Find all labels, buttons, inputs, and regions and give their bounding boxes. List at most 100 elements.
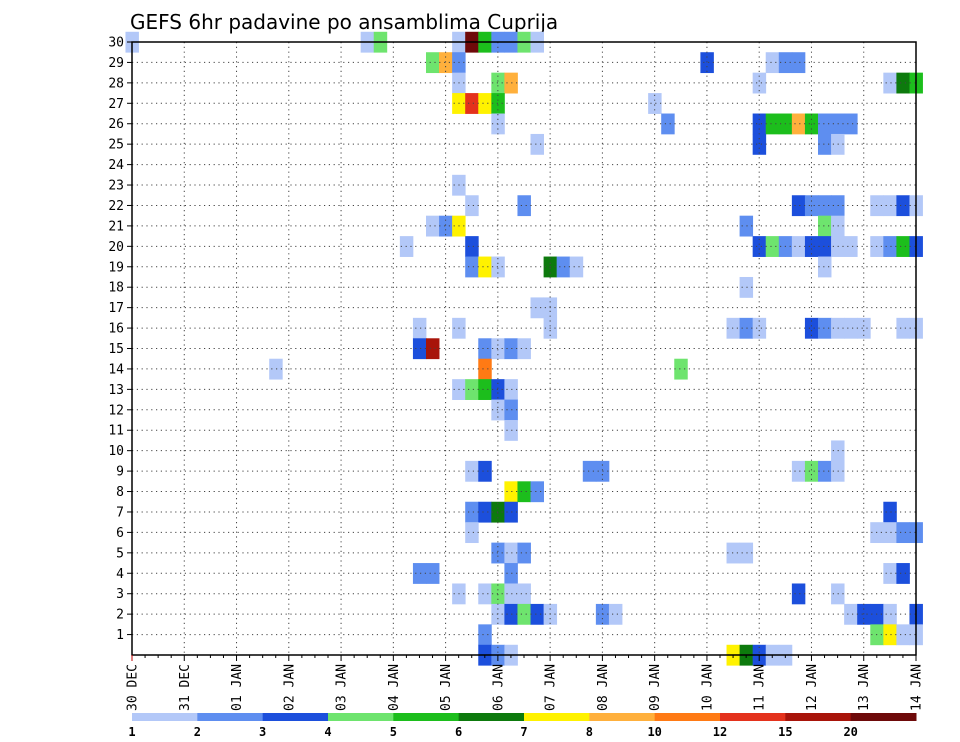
precip-cell [517, 542, 531, 564]
precip-cell [426, 52, 440, 74]
precip-cell [478, 624, 492, 646]
precip-cell [491, 583, 505, 605]
precip-cell [478, 501, 492, 523]
precip-cell [465, 93, 479, 114]
x-tick-label: 13 JAN [857, 664, 872, 711]
precip-cell [530, 133, 544, 155]
precip-cell [504, 542, 518, 564]
colorbar-swatch [720, 713, 786, 721]
precip-cell [439, 52, 453, 74]
precip-cell [530, 297, 544, 319]
precip-cell [844, 317, 858, 339]
precip-cell [517, 338, 531, 360]
x-tick-label: 01 JAN [230, 664, 245, 711]
y-tick-label: 19 [108, 260, 124, 275]
precip-cell [530, 603, 544, 625]
precip-cell [478, 93, 492, 114]
y-tick-label: 4 [116, 567, 124, 582]
colorbar-swatch [785, 713, 852, 721]
precip-cell [412, 338, 427, 360]
precip-cell [818, 215, 832, 237]
precip-cell [491, 338, 505, 360]
precip-cell [465, 522, 479, 544]
precip-cell [896, 563, 910, 584]
precip-cell [739, 276, 754, 298]
precip-cell [465, 501, 479, 523]
colorbar-label: 20 [843, 725, 857, 739]
precip-cell [661, 113, 675, 135]
precip-cell [648, 93, 662, 114]
precip-cell [752, 72, 767, 94]
colorbar-label: 8 [586, 725, 593, 739]
y-tick-label: 14 [108, 362, 124, 377]
precip-cell [439, 215, 453, 237]
colorbar-label: 15 [778, 725, 792, 739]
precip-cell [752, 317, 767, 339]
precip-cell [517, 603, 531, 625]
y-tick-label: 5 [116, 546, 124, 561]
precip-cell [478, 338, 492, 360]
precip-cell [491, 399, 505, 421]
x-tick-label: 06 JAN [491, 664, 506, 711]
precip-cell [752, 133, 767, 155]
precip-cell [818, 256, 832, 278]
precip-cell [791, 195, 806, 217]
y-tick-label: 23 [108, 179, 124, 194]
precip-cell [883, 236, 897, 257]
colorbar-swatch [328, 713, 394, 721]
precip-cell [818, 195, 832, 217]
y-tick-label: 28 [108, 76, 124, 91]
precip-cell [765, 236, 780, 257]
colorbar-swatch [589, 713, 656, 721]
precip-cell [896, 236, 910, 257]
precip-cell [700, 52, 714, 74]
x-tick-label: 08 JAN [596, 664, 611, 711]
precip-cell [883, 195, 897, 217]
precip-cell [491, 256, 505, 278]
chart-title: GEFS 6hr padavine po ansamblima Cuprija [130, 10, 558, 34]
colorbar-label: 7 [520, 725, 527, 739]
precip-cell [504, 379, 518, 400]
y-tick-label: 18 [108, 281, 124, 296]
precip-cell [517, 195, 531, 217]
precip-cell [504, 563, 518, 584]
precip-cell [569, 256, 584, 278]
precip-cell [896, 72, 910, 94]
precip-cell [478, 256, 492, 278]
y-tick-label: 24 [108, 158, 124, 173]
precip-cell [818, 236, 832, 257]
precip-cell [465, 460, 479, 482]
precip-cell [791, 52, 806, 74]
precip-cell [844, 236, 858, 257]
y-tick-label: 9 [116, 465, 124, 480]
x-tick-label: 02 JAN [282, 664, 297, 711]
precip-cell [883, 603, 897, 625]
precip-cell [582, 460, 597, 482]
precip-cell [804, 460, 819, 482]
colorbar-label: 4 [324, 725, 331, 739]
precip-cell [269, 358, 283, 380]
precip-cell [844, 603, 858, 625]
colorbar-swatch [262, 713, 329, 721]
precip-cell [791, 583, 806, 605]
colorbar-swatch [393, 713, 460, 721]
precip-cell [556, 256, 571, 278]
precip-cell [504, 338, 518, 360]
colorbar-label: 1 [128, 725, 135, 739]
precip-cell [883, 522, 897, 544]
x-tick-label: 11 JAN [753, 664, 768, 711]
precip-cell [804, 236, 819, 257]
y-tick-label: 8 [116, 485, 124, 500]
precip-cell [517, 583, 531, 605]
precip-cell [739, 542, 754, 564]
precip-cell [465, 236, 479, 257]
precip-cell [752, 236, 767, 257]
y-tick-label: 16 [108, 322, 124, 337]
x-tick-label: 31 DEC [178, 664, 193, 711]
precip-cell [491, 501, 505, 523]
y-tick-label: 7 [116, 505, 124, 520]
precip-cell [726, 317, 740, 339]
precip-cell [608, 603, 623, 625]
precip-cell [804, 317, 819, 339]
y-tick-label: 27 [108, 97, 124, 112]
